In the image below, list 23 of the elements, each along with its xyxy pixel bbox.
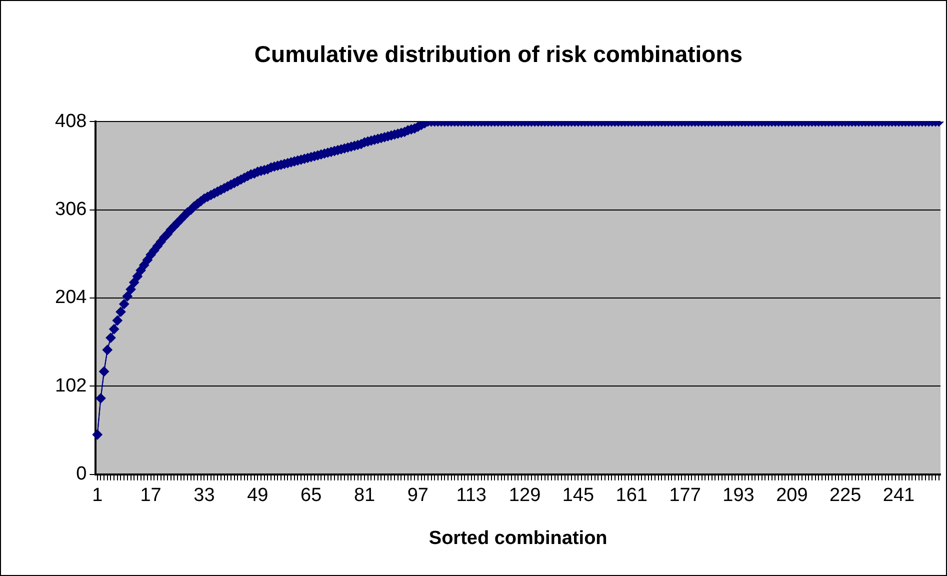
x-tick-label: 49 xyxy=(247,485,268,506)
x-tick-label: 193 xyxy=(722,485,754,506)
y-tick-label: 0 xyxy=(76,464,87,485)
y-tick-label: 102 xyxy=(55,375,87,396)
y-tick-label: 204 xyxy=(55,287,88,308)
x-tick-label: 145 xyxy=(562,485,594,506)
x-tick-label: 241 xyxy=(882,485,915,506)
x-tick-label: 97 xyxy=(407,485,428,506)
x-axis-title: Sorted combination xyxy=(428,528,608,549)
x-tick-label: 33 xyxy=(194,485,215,506)
chart-title: Cumulative distribution of risk combinations xyxy=(254,41,743,68)
x-tick-label: 113 xyxy=(456,485,486,506)
x-tick-label: 177 xyxy=(669,485,701,506)
x-tick-label: 1 xyxy=(92,485,103,506)
x-tick-label: 81 xyxy=(354,485,376,506)
x-tick-label: 161 xyxy=(616,485,648,506)
x-tick-label: 225 xyxy=(829,485,862,506)
x-tick-label: 17 xyxy=(140,485,162,506)
x-tick-label: 65 xyxy=(300,485,322,506)
x-tick-label: 129 xyxy=(508,485,541,506)
x-tick-label: 209 xyxy=(776,485,808,506)
y-tick-label: 306 xyxy=(55,199,87,220)
y-tick-label: 408 xyxy=(55,110,87,132)
